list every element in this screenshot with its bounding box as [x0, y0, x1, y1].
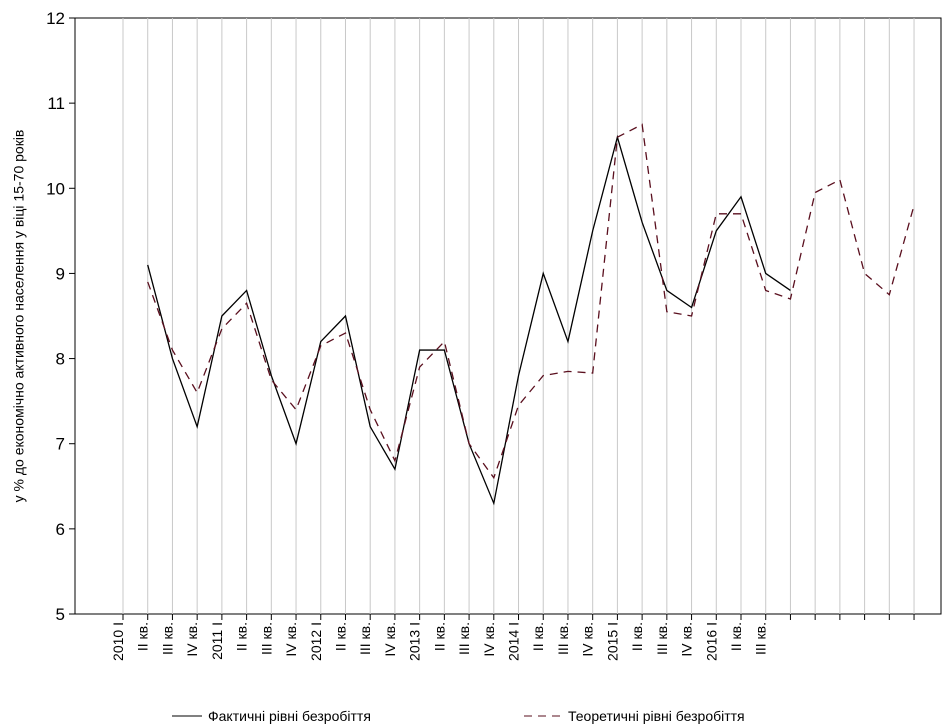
x-tick-label: III кв. — [357, 622, 373, 655]
x-tick-label: 2013 I — [407, 622, 423, 661]
x-tick-label: III кв. — [456, 622, 472, 655]
y-tick-label: 10 — [46, 179, 65, 198]
x-tick-label: IV кв. — [184, 622, 200, 657]
x-tick-label: 2012 I — [308, 622, 324, 661]
y-tick-label: 6 — [56, 520, 65, 539]
x-tick-label: 2015 I — [604, 622, 620, 661]
x-tick-label: 2016 I — [703, 622, 719, 661]
y-tick-label: 12 — [46, 9, 65, 28]
x-tick-label: II кв. — [629, 622, 645, 651]
x-tick-label: 2010 I — [110, 622, 126, 661]
y-tick-label: 5 — [56, 605, 65, 624]
x-tick-label: II кв. — [530, 622, 546, 651]
x-tick-label: IV кв. — [679, 622, 695, 657]
x-tick-label: IV кв. — [382, 622, 398, 657]
y-tick-label: 11 — [47, 94, 65, 113]
series-line — [147, 123, 915, 480]
x-tick-label: II кв. — [135, 622, 151, 651]
y-tick-label: 7 — [56, 435, 65, 454]
x-tick-label: II кв. — [332, 622, 348, 651]
x-tick-label: III кв. — [258, 622, 274, 655]
x-tick-label: IV кв. — [481, 622, 497, 657]
x-tick-label: 2011 I — [209, 622, 225, 660]
y-tick-label: 9 — [56, 264, 65, 283]
legend-label: Фактичні рівні безробіття — [208, 708, 371, 724]
x-tick-label: III кв. — [159, 622, 175, 655]
x-tick-label: II кв. — [234, 622, 250, 651]
plot-frame — [74, 17, 942, 615]
x-tick-label: 2014 I — [506, 622, 522, 661]
legend-label: Теоретичні рівні безробіття — [568, 708, 745, 724]
x-tick-label: III кв. — [654, 622, 670, 655]
x-tick-label: II кв. — [728, 622, 744, 651]
x-tick-label: III кв. — [555, 622, 571, 655]
x-tick-label: IV кв. — [283, 622, 299, 657]
x-tick-label: IV кв. — [580, 622, 596, 657]
x-tick-label: II кв. — [431, 622, 447, 651]
y-axis-label: у % до економічно активного населення у … — [11, 130, 27, 503]
y-tick-label: 8 — [56, 350, 65, 369]
x-tick-label: III кв. — [753, 622, 769, 655]
